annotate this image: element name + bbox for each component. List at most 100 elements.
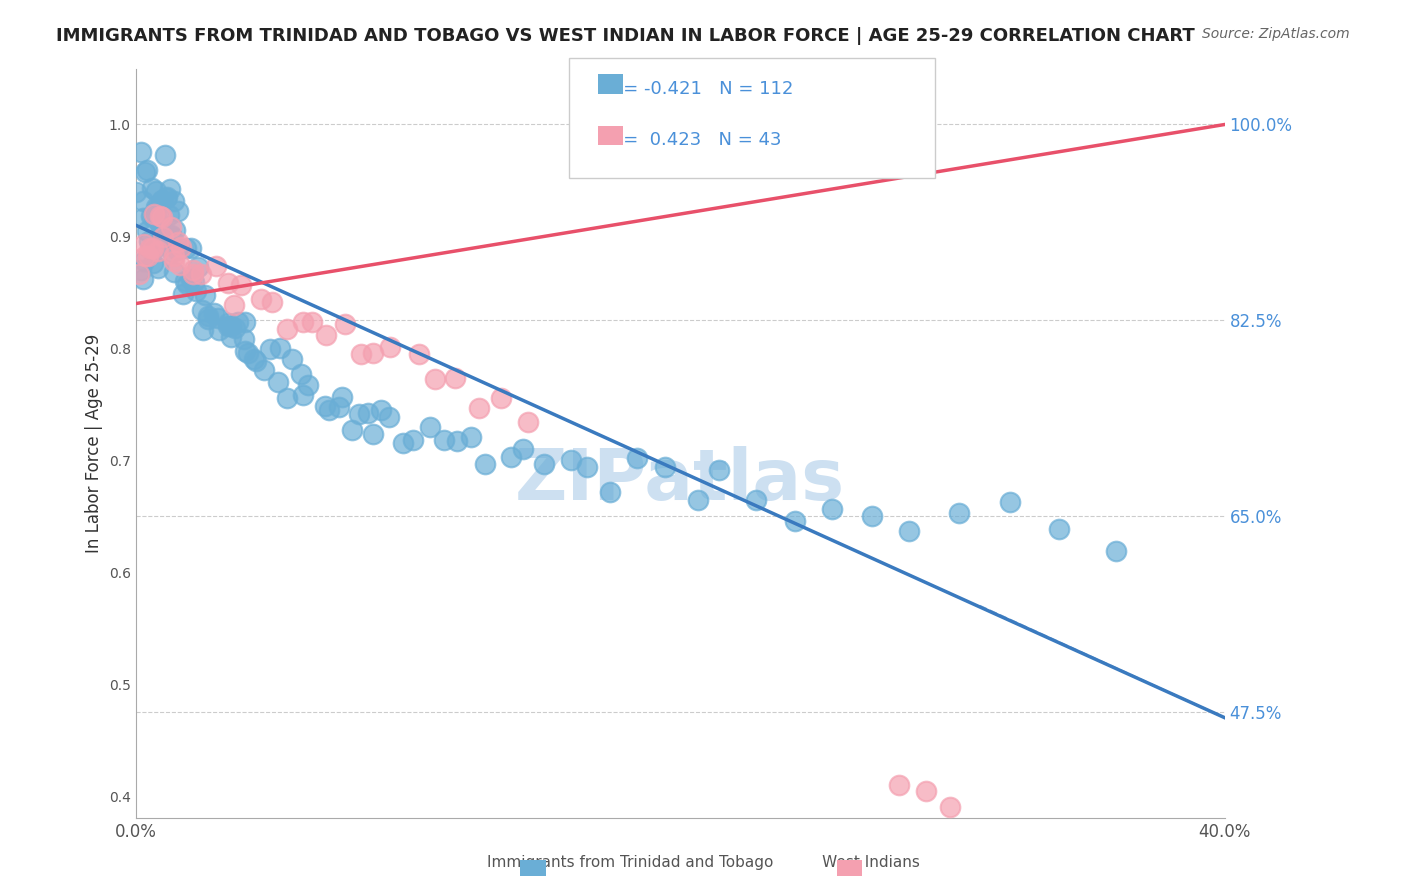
Point [145, 241, 167, 255]
Point [423, 371, 446, 385]
Point [217, 318, 239, 333]
Point [291, 314, 314, 328]
Point [191, 303, 214, 318]
Point [392, 436, 415, 450]
Point [187, 260, 209, 274]
Point [533, 457, 555, 471]
Point [180, 241, 202, 255]
Point [207, 310, 229, 325]
Point [169, 240, 191, 254]
Point [194, 287, 217, 301]
Point [939, 800, 962, 814]
Point [150, 210, 173, 224]
Point [238, 346, 260, 360]
Point [560, 453, 582, 467]
Point [134, 249, 156, 263]
Point [433, 433, 456, 447]
Point [370, 403, 392, 417]
Point [163, 254, 186, 268]
Point [468, 401, 491, 416]
Point [138, 234, 160, 248]
Point [224, 298, 246, 312]
Point [145, 200, 167, 214]
Point [224, 320, 246, 334]
Point [135, 163, 157, 178]
Point [148, 215, 170, 229]
Point [153, 148, 176, 162]
Point [217, 316, 239, 330]
Point [143, 210, 166, 224]
Point [821, 502, 844, 516]
Point [149, 217, 172, 231]
Point [229, 278, 252, 293]
Point [347, 407, 370, 421]
Point [172, 287, 194, 301]
Point [357, 406, 380, 420]
Point [128, 267, 150, 281]
Point [150, 228, 173, 243]
Point [181, 263, 204, 277]
Point [654, 460, 676, 475]
Point [301, 315, 323, 329]
Point [184, 285, 207, 299]
Point [163, 194, 186, 208]
Point [446, 434, 468, 449]
Point [290, 367, 312, 381]
Point [267, 375, 290, 389]
Point [181, 268, 204, 282]
Point [146, 202, 169, 216]
Point [160, 230, 183, 244]
Point [501, 450, 523, 465]
Point [402, 434, 425, 448]
Point [167, 204, 190, 219]
Point [460, 430, 482, 444]
Point [948, 506, 970, 520]
Point [686, 493, 709, 508]
Text: Immigrants from Trinidad and Tobago          West Indians: Immigrants from Trinidad and Tobago West… [486, 855, 920, 870]
Point [180, 272, 202, 286]
Point [152, 230, 174, 244]
Point [291, 387, 314, 401]
Point [208, 323, 231, 337]
Point [190, 267, 212, 281]
Text: ZIPatlas: ZIPatlas [515, 447, 845, 516]
Point [219, 329, 242, 343]
Point [318, 402, 340, 417]
Point [444, 371, 467, 385]
Point [330, 390, 353, 404]
Point [599, 485, 621, 500]
Point [132, 194, 155, 208]
Point [129, 262, 152, 277]
Point [176, 277, 198, 291]
Point [361, 345, 384, 359]
Point [160, 227, 183, 242]
Point [1000, 495, 1022, 509]
Point [783, 514, 806, 528]
Point [512, 442, 534, 457]
Point [159, 182, 181, 196]
Point [1047, 522, 1070, 536]
Point [141, 209, 163, 223]
Point [205, 259, 228, 273]
Point [419, 420, 441, 434]
Point [166, 243, 188, 257]
Point [378, 409, 401, 424]
Point [150, 194, 173, 208]
Point [898, 524, 921, 538]
Point [132, 253, 155, 268]
Point [233, 315, 256, 329]
Point [191, 323, 214, 337]
Point [146, 260, 169, 275]
Point [174, 241, 197, 255]
Point [297, 377, 319, 392]
Point [361, 426, 384, 441]
Text: R = -0.421   N = 112: R = -0.421 N = 112 [605, 80, 793, 98]
Point [260, 294, 283, 309]
Point [197, 312, 219, 326]
Point [280, 351, 302, 366]
Point [233, 344, 256, 359]
Point [134, 165, 156, 179]
Point [889, 778, 911, 792]
Point [135, 224, 157, 238]
Point [155, 191, 177, 205]
